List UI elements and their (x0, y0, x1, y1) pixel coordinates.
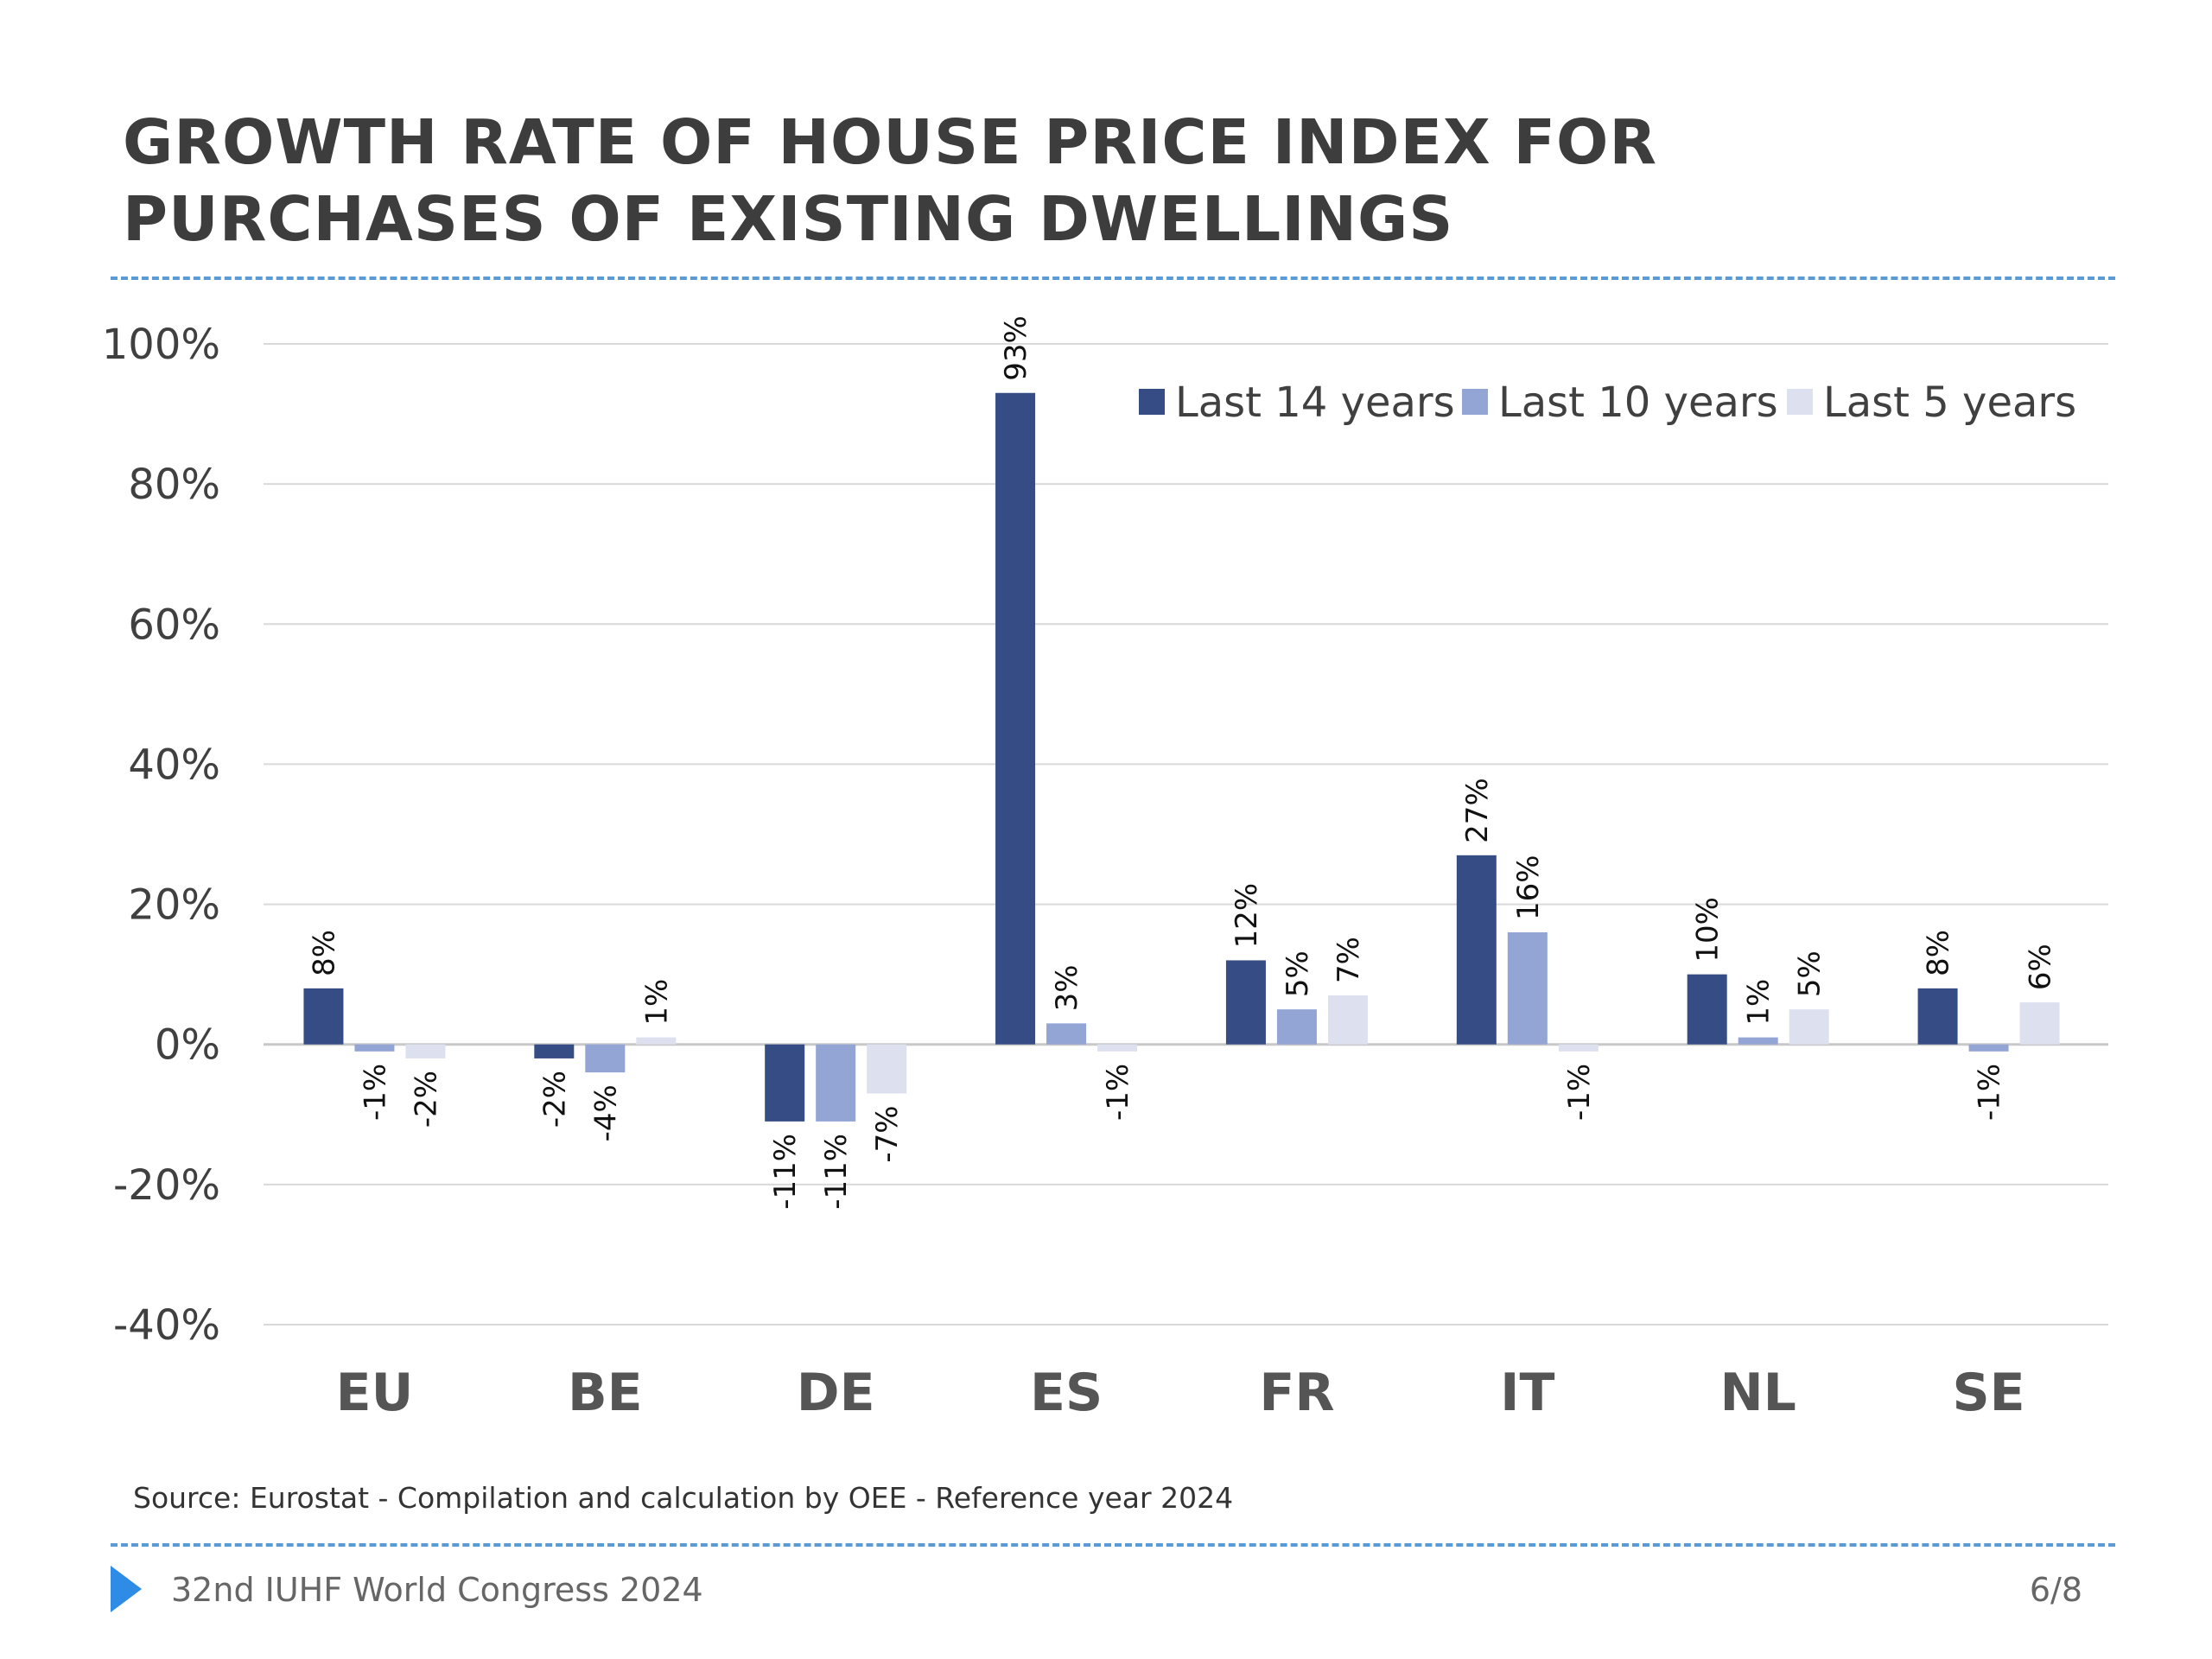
data-label: -2% (537, 1071, 572, 1128)
bar-be-3 (636, 1037, 677, 1045)
bar-es-2 (1046, 1023, 1087, 1045)
bar-fr-2 (1276, 1009, 1317, 1045)
data-label: -7% (870, 1105, 905, 1162)
category-label: BE (568, 1363, 643, 1423)
x-axis-categories: EU BE DE ES FR IT NL SE (336, 1363, 2025, 1423)
legend-label: Last 10 years (1498, 378, 1778, 427)
category-label: SE (1952, 1363, 2024, 1423)
data-label: 10% (1691, 897, 1726, 963)
y-tick-label: 100% (102, 321, 220, 369)
data-label: 7% (1332, 937, 1366, 983)
data-label: 1% (1742, 979, 1777, 1026)
data-label: 8% (307, 930, 341, 976)
title-line-2: PURCHASES OF EXISTING DWELLINGS (123, 183, 1454, 255)
legend: Last 14 years Last 10 years Last 5 years (1139, 378, 2076, 427)
y-tick-label: 60% (128, 601, 220, 649)
bar-it-3 (1558, 1044, 1599, 1052)
data-label: 5% (1281, 950, 1315, 997)
bar-se-2 (1968, 1044, 2009, 1052)
bar-de-3 (867, 1044, 907, 1094)
data-label: 3% (1050, 964, 1084, 1011)
legend-swatch (1787, 389, 1813, 415)
data-label: 93% (999, 315, 1033, 381)
y-tick-label: -20% (113, 1161, 220, 1210)
bars (303, 392, 2060, 1122)
chart-title: GROWTH RATE OF HOUSE PRICE INDEX FOR PUR… (123, 104, 2024, 257)
bar-de-1 (765, 1044, 805, 1122)
data-label: 27% (1460, 778, 1495, 843)
source-note: Source: Eurostat - Compilation and calcu… (133, 1481, 1234, 1515)
legend-swatch (1139, 389, 1165, 415)
bar-nl-1 (1687, 974, 1727, 1045)
y-tick-label: 0% (155, 1021, 220, 1070)
data-label: 8% (1922, 930, 1956, 976)
legend-label: Last 14 years (1175, 378, 1455, 427)
category-label: EU (336, 1363, 414, 1423)
category-label: IT (1500, 1363, 1554, 1423)
y-tick-label: 20% (128, 881, 220, 930)
bar-it-2 (1507, 932, 1548, 1045)
data-label: 5% (1793, 950, 1827, 997)
bar-nl-2 (1738, 1037, 1778, 1045)
bar-se-1 (1917, 988, 1958, 1045)
gridlines (264, 343, 2108, 1325)
data-label: 16% (1511, 855, 1546, 920)
data-label: -1% (358, 1064, 392, 1121)
category-label: NL (1719, 1363, 1796, 1423)
data-label: 6% (2024, 944, 2058, 990)
data-label: -1% (1973, 1064, 2007, 1121)
data-labels: 8% -1% -2% -2% -4% 1% -11% -11% -7% 93% 3% -1% 12% 5%… (307, 315, 2057, 1210)
bar-eu-1 (303, 988, 344, 1045)
legend-swatch (1462, 389, 1488, 415)
page-number: 6/8 (2029, 1571, 2082, 1609)
data-label: -2% (409, 1071, 443, 1128)
data-label: -11% (819, 1134, 854, 1210)
bar-es-3 (1097, 1044, 1138, 1052)
y-tick-label: -40% (113, 1301, 220, 1350)
bar-chart: -40% -20% 0% 20% 40% 60% 80% 100% 8% -1% -2% -2% -4… (102, 315, 2108, 1423)
y-tick-label: 80% (128, 461, 220, 509)
bar-be-2 (585, 1044, 626, 1073)
legend-label: Last 5 years (1823, 378, 2076, 427)
bar-be-1 (534, 1044, 575, 1058)
title-line-1: GROWTH RATE OF HOUSE PRICE INDEX FOR (123, 106, 1658, 178)
category-label: ES (1030, 1363, 1103, 1423)
data-label: 1% (639, 979, 674, 1026)
bar-es-1 (995, 392, 1036, 1045)
bar-fr-3 (1327, 995, 1368, 1045)
bar-fr-1 (1225, 960, 1266, 1045)
data-label: -4% (588, 1084, 623, 1141)
top-divider (111, 276, 2115, 280)
bar-de-2 (816, 1044, 856, 1122)
y-tick-label: 40% (128, 741, 220, 789)
category-label: DE (797, 1363, 875, 1423)
data-label: -11% (768, 1134, 803, 1210)
bar-nl-3 (1789, 1009, 1829, 1045)
bar-se-3 (2019, 1002, 2060, 1045)
bar-it-1 (1456, 855, 1497, 1045)
y-axis-ticks: -40% -20% 0% 20% 40% 60% 80% 100% (102, 321, 220, 1350)
play-arrow-icon (111, 1566, 142, 1612)
category-label: FR (1259, 1363, 1334, 1423)
data-label: -1% (1562, 1064, 1597, 1121)
data-label: 12% (1230, 883, 1264, 949)
bottom-divider (111, 1543, 2115, 1547)
bar-eu-2 (354, 1044, 395, 1052)
data-label: -1% (1101, 1064, 1135, 1121)
bar-eu-3 (405, 1044, 446, 1058)
footer-text: 32nd IUHF World Congress 2024 (171, 1571, 703, 1609)
